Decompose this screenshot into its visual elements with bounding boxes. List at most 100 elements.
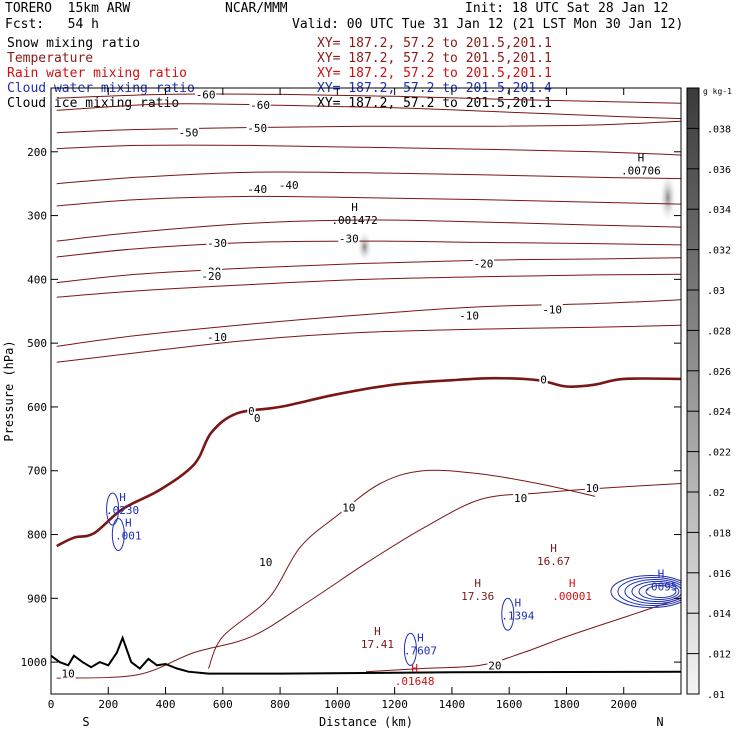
isotherm--10 [56,299,681,347]
max-value-label: .00706 [621,165,661,178]
cloud-water-contour [617,577,681,607]
isotherm--30 [56,240,681,258]
y-tick-label: 200 [27,146,47,159]
x-tick-label: 1000 [324,698,351,711]
isotherm-label: 10 [586,482,599,495]
colorbar-tick-label: .02 [707,488,725,499]
max-marker: H [125,517,132,530]
isotherm--60 [56,93,681,104]
x-tick-label: 1200 [381,698,408,711]
isotherm-label: 20 [488,659,501,672]
isotherm--40 [56,171,681,185]
max-value-label: .01648 [395,675,435,688]
isotherm--50 [56,144,681,156]
colorbar-tick-label: .022 [707,448,731,459]
max-value-label: .001472 [331,214,377,227]
isotherm-label: -40 [247,183,267,196]
max-marker: H [550,542,557,555]
isotherm-label: 10 [259,556,272,569]
max-marker: H [658,568,665,581]
max-marker: H [638,152,645,165]
isotherm-label: 10 [62,668,75,681]
forecast-hour: Fcst: 54 h [5,17,99,32]
isotherm-10 [56,483,681,679]
x-tick-label: 1800 [553,698,580,711]
plot-frame [50,87,682,695]
cloud-water-contour [106,492,120,526]
y-tick-label: 900 [27,592,47,605]
cloud-ice-shading [356,230,373,263]
max-value-label: .0230 [106,504,139,517]
colorbar-unit: g kg-1 [703,87,732,96]
isotherm--30 [56,219,681,242]
isotherm-label: 10 [514,492,527,505]
y-tick-label: 500 [27,337,47,350]
legend-label-temperature: Temperature [7,51,94,66]
x-tick-label: 1400 [439,698,466,711]
terrain-line [51,635,681,675]
colorbar-tick-label: .024 [707,407,731,418]
isotherm-label: -10 [542,303,562,316]
isotherm--20 [56,273,681,298]
colorbar-tick-label: .018 [707,528,731,539]
x-tick-label: 600 [213,698,233,711]
y-tick-label: 700 [27,465,47,478]
max-marker: H [514,596,521,609]
y-tick-label: 400 [27,273,47,286]
isotherm-label: -30 [207,237,227,250]
isotherm-label: -10 [207,331,227,344]
cloud-water-contour [403,632,417,666]
max-marker: H [569,577,576,590]
cloud-ice-shading [658,171,677,224]
isotherm-label: 0 [254,412,261,425]
cloud-water-contour [631,581,681,603]
x-axis-label: Distance (km) [319,715,413,729]
colorbar-tick-label: .03 [707,286,725,297]
x-tick-label: 400 [156,698,176,711]
y-tick-label: 300 [27,210,47,223]
colorbar [686,87,700,695]
colorbar-tick-label: .01 [707,690,725,701]
south-label: S [82,715,89,729]
cloud-water-contour [111,518,125,552]
isotherm-20 [365,597,681,673]
valid-time: Valid: 00 UTC Tue 31 Jan 12 (21 LST Mon … [292,17,684,32]
legend-xy-temperature: XY= 187.2, 57.2 to 201.5,201.1 [317,51,552,66]
colorbar-tick-label: .012 [707,650,731,661]
colorbar-tick-label: .016 [707,569,731,580]
x-tick-label: 200 [98,698,118,711]
legend-label-snow: Snow mixing ratio [7,36,141,51]
isotherm-label: -50 [247,122,267,135]
isotherm--20 [56,257,681,284]
max-value-label: .001 [115,530,142,543]
max-marker: H [417,631,424,644]
x-tick-label: 800 [270,698,290,711]
max-value-label: .0095 [644,581,677,594]
colorbar-tick-label: .036 [707,165,731,176]
legend-label-cloud-ice: Cloud ice mixing ratio [7,96,180,111]
colorbar-tick-label: .028 [707,326,731,337]
max-marker: H [351,201,358,214]
isotherm-label: -60 [196,88,216,101]
colorbar-tick-label: .026 [707,367,731,378]
max-value-label: .1394 [501,609,534,622]
x-tick-label: 0 [48,698,55,711]
isotherm-label: 10 [342,502,355,515]
max-value-label: 16.67 [537,555,570,568]
isotherm--10 [56,324,681,363]
cloud-water-contour [624,579,681,605]
x-tick-label: 1600 [496,698,523,711]
max-value-label: .7607 [404,644,437,657]
cloud-water-contour [501,597,515,631]
y-tick-label: 600 [27,401,47,414]
org-label: NCAR/MMM [225,1,288,16]
colorbar-tick-label: .032 [707,246,731,257]
colorbar-tick-label: .038 [707,124,731,135]
isotherm-0 [56,376,681,548]
isotherm--60 [56,103,681,120]
isotherm-label: -20 [201,270,221,283]
isotherm-label: -50 [179,127,199,140]
init-time: Init: 18 UTC Sat 28 Jan 12 [465,1,669,16]
max-marker: H [411,662,418,675]
legend-xy-snow: XY= 187.2, 57.2 to 201.5,201.1 [317,36,552,51]
